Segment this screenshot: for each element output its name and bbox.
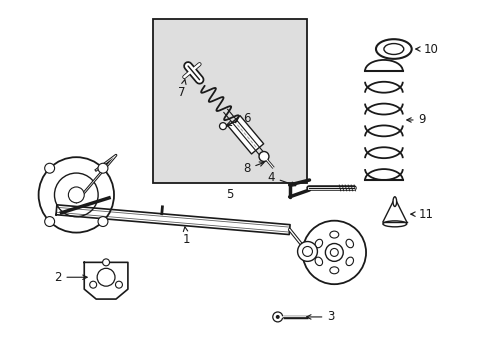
Text: 9: 9	[406, 113, 425, 126]
Circle shape	[219, 123, 226, 130]
Ellipse shape	[346, 257, 353, 266]
Ellipse shape	[392, 197, 396, 207]
Text: 4: 4	[267, 171, 295, 186]
Polygon shape	[382, 202, 406, 222]
Circle shape	[297, 242, 317, 261]
Text: 7: 7	[178, 80, 185, 99]
Ellipse shape	[383, 44, 403, 54]
Text: 3: 3	[306, 310, 334, 323]
Circle shape	[89, 281, 97, 288]
Ellipse shape	[329, 267, 338, 274]
Ellipse shape	[314, 257, 322, 266]
Text: 10: 10	[415, 42, 438, 55]
Circle shape	[259, 152, 268, 161]
Text: 6: 6	[226, 112, 250, 126]
Polygon shape	[84, 262, 128, 299]
Circle shape	[115, 281, 122, 288]
Circle shape	[302, 221, 366, 284]
Polygon shape	[56, 205, 289, 235]
Text: 11: 11	[410, 208, 433, 221]
Circle shape	[97, 268, 115, 286]
Bar	[152, 19, 306, 183]
Circle shape	[39, 157, 114, 233]
Circle shape	[272, 312, 282, 322]
Circle shape	[68, 187, 84, 203]
Circle shape	[302, 247, 312, 256]
Circle shape	[325, 243, 343, 261]
Circle shape	[98, 163, 108, 173]
Ellipse shape	[346, 239, 353, 248]
Text: 2: 2	[54, 271, 87, 284]
Ellipse shape	[314, 239, 322, 248]
Circle shape	[98, 217, 108, 226]
Text: 1: 1	[183, 227, 190, 246]
Text: 8: 8	[243, 162, 264, 175]
Circle shape	[44, 163, 55, 173]
Ellipse shape	[329, 231, 338, 238]
Polygon shape	[227, 116, 263, 154]
Circle shape	[44, 217, 55, 226]
Ellipse shape	[382, 221, 406, 227]
Circle shape	[330, 248, 338, 256]
Circle shape	[102, 259, 109, 266]
Circle shape	[275, 315, 279, 319]
Text: 5: 5	[225, 188, 233, 201]
